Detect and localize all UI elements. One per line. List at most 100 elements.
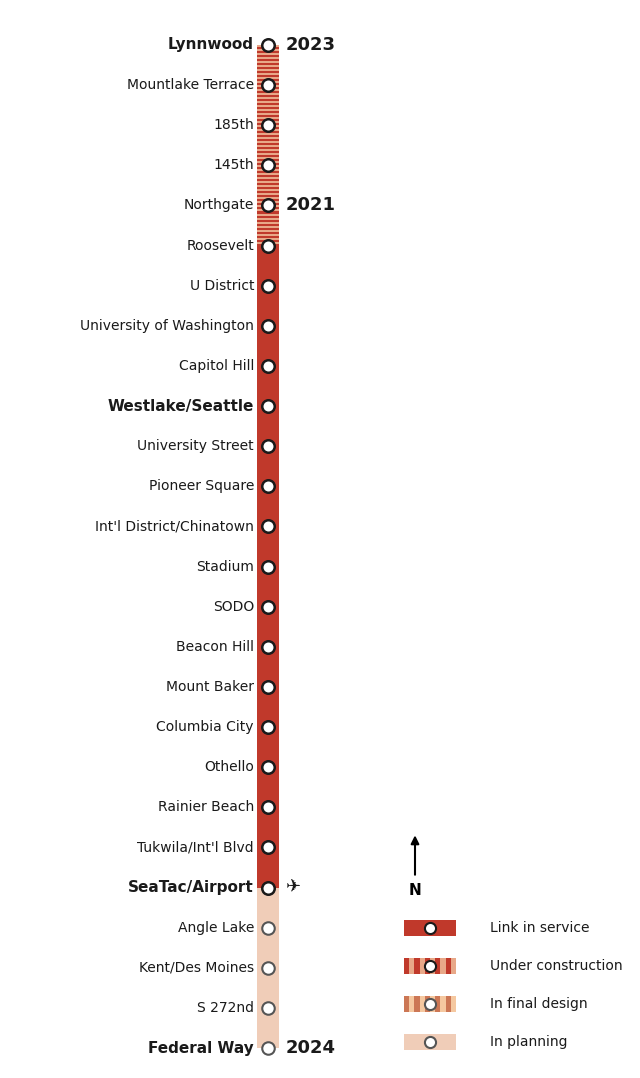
Bar — [445, 996, 451, 1011]
Bar — [257, 167, 279, 169]
Text: University of Washington: University of Washington — [80, 319, 254, 333]
Bar — [257, 176, 279, 178]
Bar — [257, 188, 279, 190]
Bar — [257, 239, 279, 241]
Bar — [257, 207, 279, 209]
Bar — [257, 155, 279, 157]
Text: Columbia City: Columbia City — [157, 720, 254, 734]
Text: ✈: ✈ — [286, 879, 301, 897]
Bar — [435, 957, 440, 973]
Bar — [257, 687, 279, 727]
Text: Under construction: Under construction — [490, 958, 623, 972]
Bar — [257, 567, 279, 607]
Bar — [257, 120, 279, 121]
Bar — [257, 92, 279, 93]
Bar — [257, 227, 279, 230]
Bar — [257, 71, 279, 73]
Bar — [257, 1008, 279, 1048]
Text: SODO: SODO — [212, 599, 254, 613]
Text: Tukwila/Int'l Blvd: Tukwila/Int'l Blvd — [138, 841, 254, 855]
Bar — [404, 957, 409, 973]
Bar — [257, 647, 279, 687]
Text: 2023: 2023 — [286, 36, 336, 54]
Text: Westlake/Seattle: Westlake/Seattle — [108, 399, 254, 414]
Text: N: N — [408, 883, 421, 898]
Text: U District: U District — [189, 279, 254, 293]
Text: Stadium: Stadium — [196, 559, 254, 573]
Text: Mountlake Terrace: Mountlake Terrace — [127, 78, 254, 92]
Bar — [404, 1034, 456, 1050]
Bar — [257, 446, 279, 486]
Text: 2021: 2021 — [286, 196, 336, 215]
Text: Federal Way: Federal Way — [148, 1040, 254, 1055]
Bar — [257, 160, 279, 162]
Bar — [257, 171, 279, 174]
Bar — [257, 99, 279, 101]
Text: Othello: Othello — [204, 760, 254, 774]
Bar — [257, 216, 279, 218]
Bar — [257, 125, 279, 165]
Bar — [257, 95, 279, 97]
Bar — [257, 244, 279, 246]
Bar — [257, 928, 279, 968]
Bar — [257, 847, 279, 887]
Text: Pioneer Square: Pioneer Square — [148, 480, 254, 494]
Bar — [257, 135, 279, 137]
Bar — [257, 83, 279, 85]
Bar — [257, 607, 279, 647]
Bar — [257, 195, 279, 197]
Bar — [257, 326, 279, 365]
Bar — [257, 223, 279, 225]
Bar — [257, 67, 279, 69]
Bar — [257, 768, 279, 807]
Text: Mount Baker: Mount Baker — [166, 680, 254, 694]
Bar — [257, 47, 279, 49]
Text: Kent/Des Moines: Kent/Des Moines — [139, 960, 254, 975]
Bar — [257, 236, 279, 237]
Bar — [257, 115, 279, 118]
Bar — [404, 996, 409, 1011]
Text: SeaTac/Airport: SeaTac/Airport — [128, 880, 254, 895]
Text: 145th: 145th — [213, 158, 254, 172]
Bar — [257, 107, 279, 109]
Bar — [257, 526, 279, 567]
Bar — [257, 55, 279, 57]
Bar — [257, 85, 279, 125]
Bar — [415, 957, 420, 973]
Bar — [257, 139, 279, 141]
Text: 2024: 2024 — [286, 1039, 336, 1058]
Bar — [257, 968, 279, 1008]
Bar — [257, 199, 279, 202]
Bar — [257, 246, 279, 286]
Bar — [257, 183, 279, 185]
Bar — [257, 75, 279, 78]
Text: Angle Lake: Angle Lake — [178, 921, 254, 935]
Bar — [257, 103, 279, 106]
Bar — [257, 63, 279, 65]
Bar — [257, 143, 279, 146]
Bar — [425, 996, 430, 1011]
Bar — [257, 123, 279, 125]
Bar — [257, 406, 279, 446]
Bar — [257, 887, 279, 928]
Bar — [257, 220, 279, 221]
Bar — [257, 127, 279, 129]
Bar — [257, 45, 279, 85]
Bar — [415, 996, 420, 1011]
Bar — [257, 148, 279, 150]
Text: S 272nd: S 272nd — [197, 1000, 254, 1014]
Text: Capitol Hill: Capitol Hill — [179, 359, 254, 373]
Text: Beacon Hill: Beacon Hill — [176, 640, 254, 653]
Bar — [257, 164, 279, 165]
Bar — [257, 111, 279, 113]
Bar — [404, 957, 456, 973]
Bar — [257, 192, 279, 193]
Bar — [257, 79, 279, 81]
Bar — [257, 151, 279, 153]
Text: Int'l District/Chinatown: Int'l District/Chinatown — [95, 520, 254, 534]
Text: Link in service: Link in service — [490, 921, 589, 935]
Bar — [435, 996, 440, 1011]
Bar — [257, 132, 279, 134]
Bar — [257, 286, 279, 326]
Bar — [425, 957, 430, 973]
